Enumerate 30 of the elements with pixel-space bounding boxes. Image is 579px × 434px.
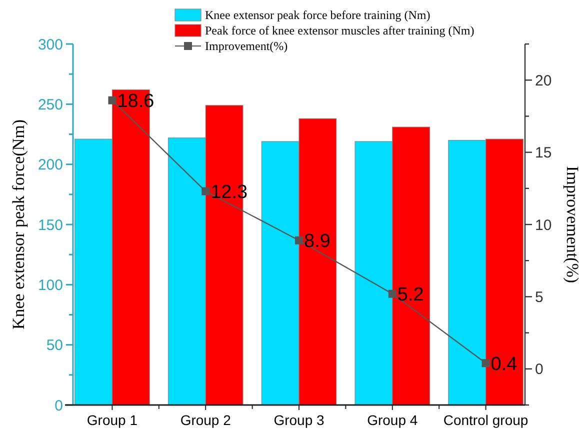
y-tick-label: 300 [38, 36, 63, 54]
y2-axis-title: Improvement(%) [563, 166, 579, 284]
point [388, 290, 396, 298]
point [295, 236, 303, 244]
point [108, 96, 116, 104]
x-tick-label: Group 4 [367, 412, 418, 428]
point [482, 359, 490, 368]
point [202, 187, 210, 196]
x-tick-label: Group 1 [86, 412, 138, 428]
y-tick-label: 250 [38, 96, 63, 114]
y-axis-title: Knee extensor peak force(Nm) [9, 119, 28, 330]
y2-tick-label: 20 [535, 72, 552, 90]
x-tick-label: Group 3 [274, 412, 325, 428]
y-tick-label: 50 [46, 337, 63, 354]
y2-tick-label: 10 [535, 216, 552, 234]
y2-tick-label: 15 [535, 144, 552, 162]
y2-tick-label: 0 [535, 361, 544, 378]
legend-label: Knee extensor peak force before training (Nm) [205, 8, 430, 22]
y-tick-label: 200 [38, 156, 63, 174]
data-label: 8.9 [304, 231, 330, 252]
y-tick-label: 0 [54, 397, 63, 414]
x-tick-label: Group 2 [180, 412, 232, 428]
y-tick-label: 100 [38, 276, 63, 294]
x-tick-label: Control group [443, 412, 528, 428]
legend-label: Peak force of knee extensor muscles after training (Nm) [205, 24, 474, 38]
y2-tick-label: 5 [535, 288, 544, 306]
data-label: 5.2 [397, 284, 424, 306]
data-label: 0.4 [490, 354, 518, 375]
y-tick-label: 150 [38, 216, 63, 234]
legend-label: Improvement(%) [205, 39, 288, 54]
